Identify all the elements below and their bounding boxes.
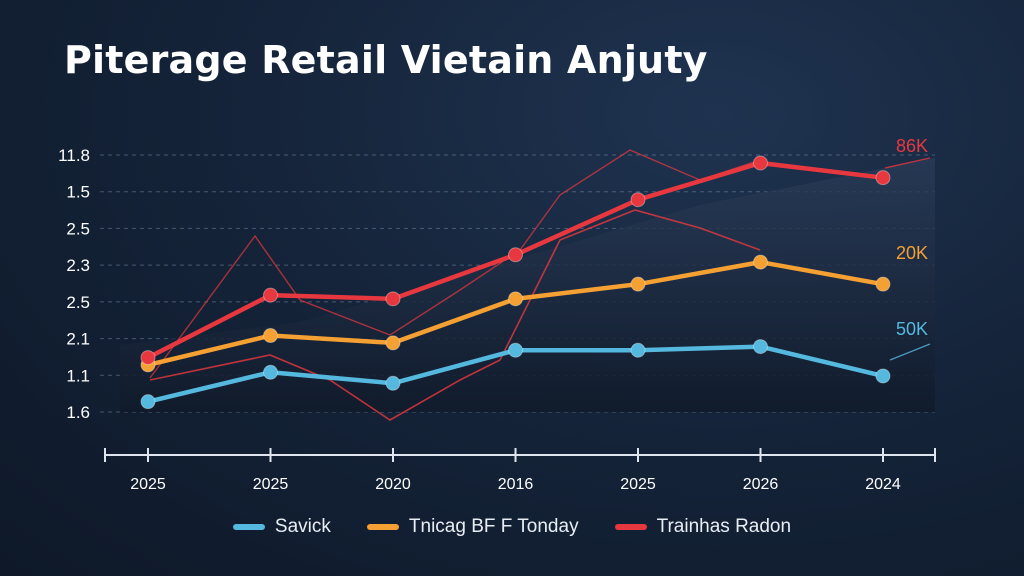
x-tick-label: 2024 <box>865 476 901 493</box>
y-tick-label: 1.1 <box>66 366 90 385</box>
end-label-tnicag-bf-f-tonday: 20K <box>896 243 928 263</box>
data-point-trainhas-radon <box>753 155 768 171</box>
y-tick-label: 1.6 <box>66 403 90 422</box>
data-point-tnicag-bf-f-tonday <box>385 335 401 351</box>
end-label-trainhas-radon: 86K <box>896 136 928 156</box>
chart-title: Piterage Retail Vietain Anjuty <box>64 38 708 82</box>
x-tick-label: 2016 <box>498 476 534 493</box>
data-point-tnicag-bf-f-tonday <box>875 276 891 292</box>
series-points <box>140 155 891 410</box>
data-point-trainhas-radon <box>875 170 891 186</box>
red-trace-tail <box>884 157 931 169</box>
data-point-tnicag-bf-f-tonday <box>508 291 523 307</box>
data-point-tnicag-bf-f-tonday <box>630 276 646 292</box>
background-area <box>120 158 935 412</box>
data-point-savick <box>630 342 646 358</box>
legend-swatch-red <box>614 524 647 530</box>
x-tick-label: 2025 <box>620 476 656 493</box>
end-label-savick: 50K <box>896 319 928 339</box>
x-axis: 2025 2025 2020 2016 2025 2026 2024 <box>104 448 936 493</box>
data-point-trainhas-radon <box>140 350 156 366</box>
data-point-trainhas-radon <box>263 287 278 303</box>
y-tick-label: 11.8 <box>58 146 90 165</box>
legend-item-trainhas[interactable]: Trainhas Radon <box>614 516 792 538</box>
y-tick-label: 1.5 <box>66 183 90 202</box>
data-point-savick <box>508 342 523 358</box>
y-tick-label: 2.3 <box>66 256 90 275</box>
red-trace-medium <box>149 209 761 421</box>
x-tick-label: 2025 <box>130 476 166 493</box>
end-labels: 86K 20K 50K <box>896 136 928 339</box>
data-point-trainhas-radon <box>385 291 401 307</box>
legend-swatch-blue <box>232 524 265 530</box>
x-tick-label: 2026 <box>743 476 779 493</box>
data-point-trainhas-radon <box>630 192 646 208</box>
data-point-savick <box>140 394 156 410</box>
data-point-savick <box>263 364 278 380</box>
legend-label: Tnicag BF F Tonday <box>408 516 579 537</box>
y-tick-label: 2.5 <box>66 293 90 312</box>
legend-label: Savick <box>274 516 331 537</box>
y-tick-label: 2.1 <box>66 330 90 349</box>
y-tick-label: 2.5 <box>66 219 90 238</box>
blue-trace-tail <box>889 343 931 361</box>
data-point-tnicag-bf-f-tonday <box>753 254 768 270</box>
shaded-area <box>120 158 935 412</box>
x-tick-label: 2025 <box>253 476 289 493</box>
data-point-tnicag-bf-f-tonday <box>263 328 278 344</box>
data-point-savick <box>875 368 891 384</box>
legend: Savick Tnicag BF F Tonday Trainhas Radon <box>0 516 1024 538</box>
legend-swatch-orange <box>366 524 399 530</box>
legend-item-savick[interactable]: Savick <box>232 516 331 538</box>
data-point-trainhas-radon <box>508 247 523 263</box>
data-point-savick <box>753 339 768 355</box>
y-axis-ticks: 11.8 1.5 2.5 2.3 2.5 2.1 1.1 1.6 <box>58 146 90 422</box>
legend-item-tnicag[interactable]: Tnicag BF F Tonday <box>366 516 579 538</box>
legend-label: Trainhas Radon <box>656 516 792 537</box>
data-point-savick <box>385 375 401 391</box>
red-trace-thin <box>149 149 761 379</box>
x-tick-label: 2020 <box>375 476 411 493</box>
